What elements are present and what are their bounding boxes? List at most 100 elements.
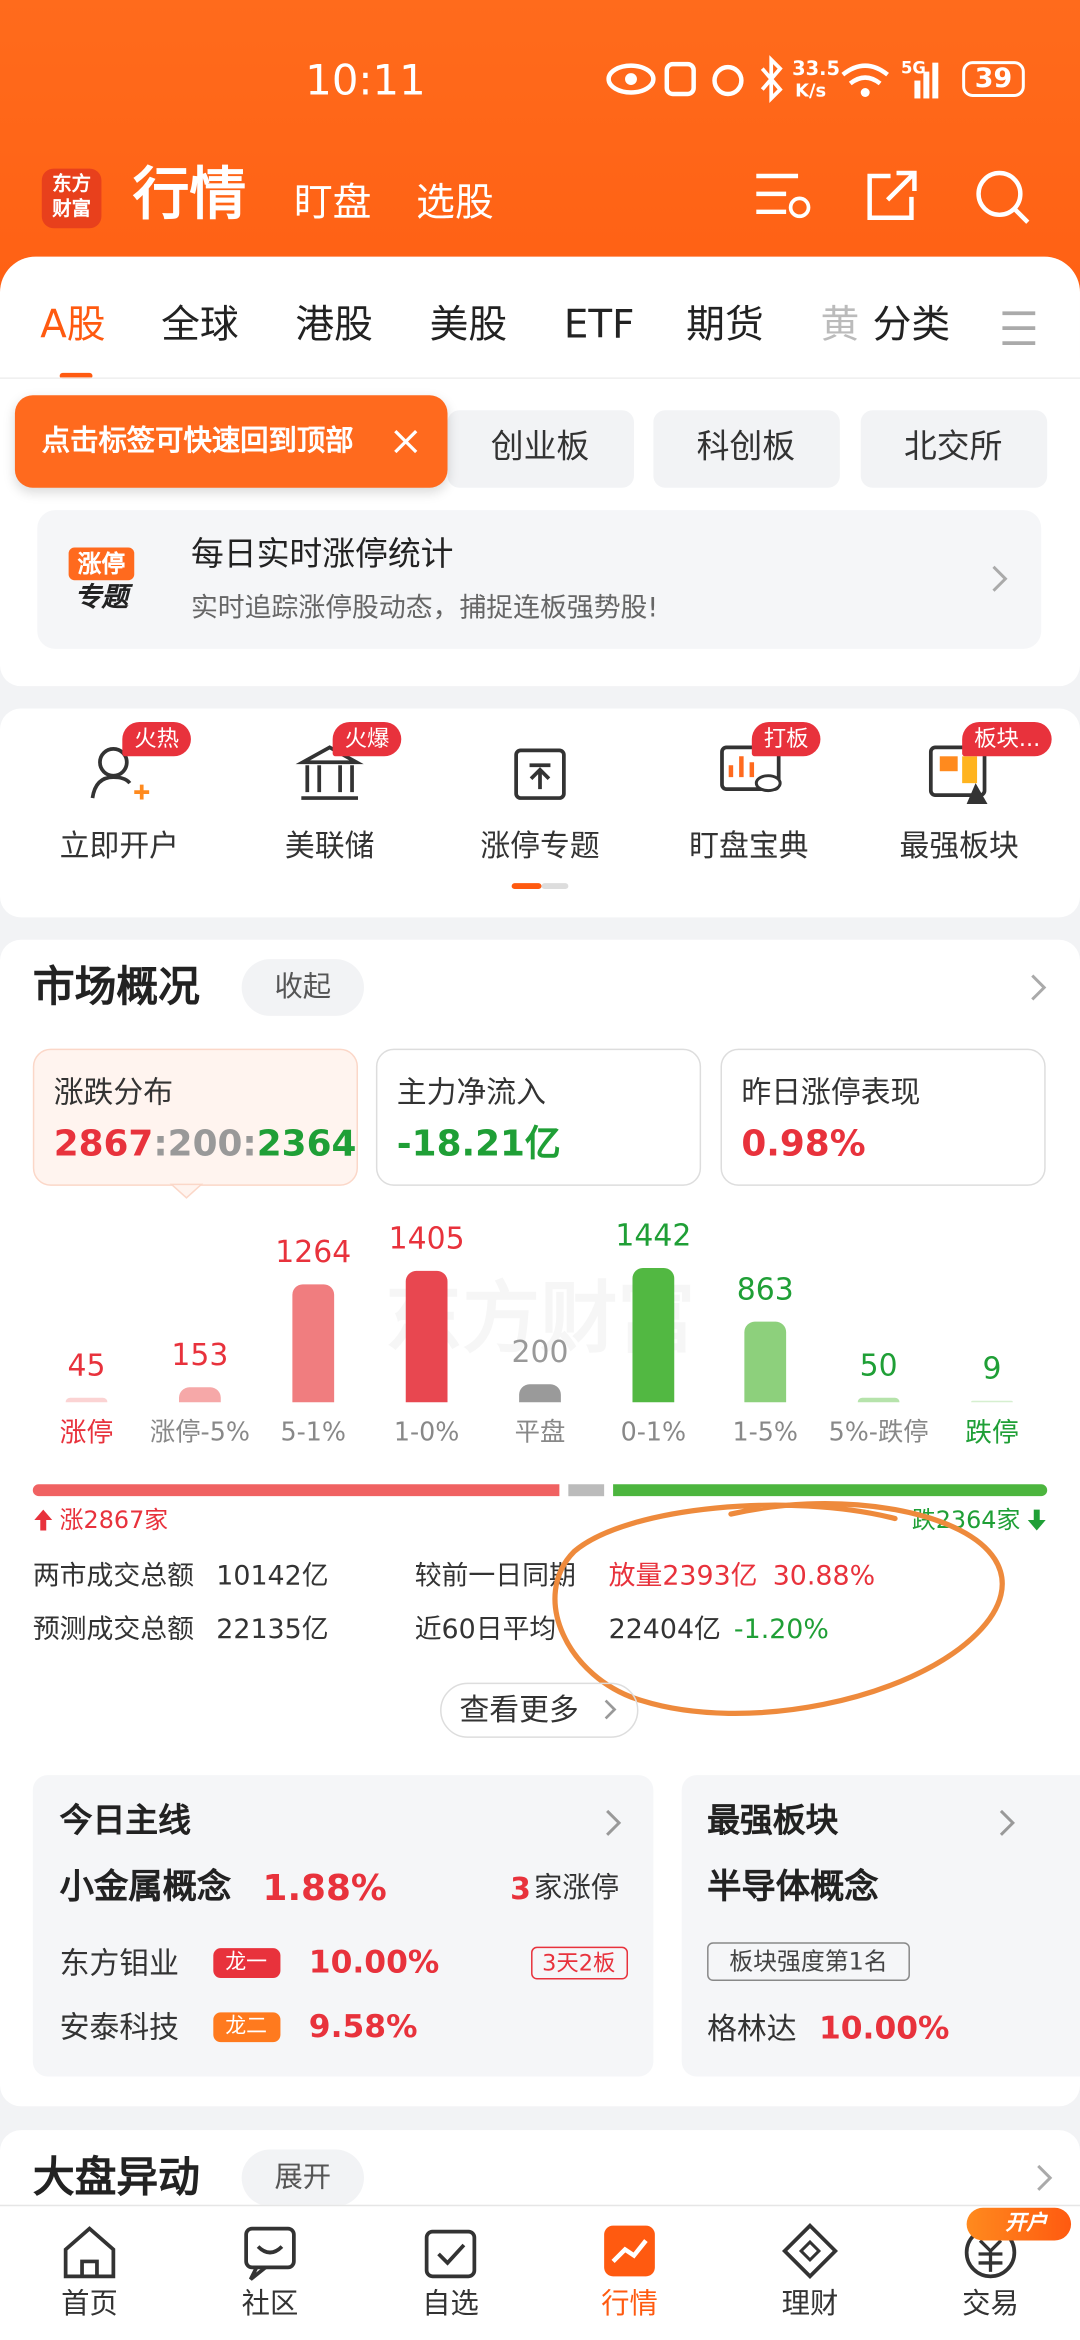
mainline-card[interactable] xyxy=(32,1775,654,2077)
bar-value-label: 863 xyxy=(736,1271,794,1307)
nav-item[interactable]: 交易 xyxy=(962,2287,1019,2321)
distribution-bar xyxy=(405,1271,448,1403)
leader-tag-text: 龙二 xyxy=(225,2014,268,2039)
compare-value: 放量2393亿 xyxy=(608,1560,758,1592)
bar-category-label: 0-1% xyxy=(620,1418,687,1449)
market-tab[interactable]: 港股 xyxy=(295,303,373,349)
header-icons[interactable] xyxy=(753,167,1036,227)
chevron xyxy=(999,1809,1015,1836)
card-value: -18.21亿 xyxy=(396,1122,561,1165)
sub-tab-label[interactable]: 北交所 xyxy=(903,429,1003,467)
market-tab[interactable]: A股 xyxy=(40,303,106,349)
banner-badge-text: 涨停 xyxy=(77,549,126,578)
bar-value-label: 1264 xyxy=(275,1233,352,1270)
distribution-bar xyxy=(179,1387,221,1403)
compare-value: 22404亿 xyxy=(608,1614,721,1646)
chevron[interactable] xyxy=(1029,973,1047,1003)
shortcut-label[interactable]: 涨停专题 xyxy=(480,827,600,864)
chevron[interactable] xyxy=(1035,2163,1053,2193)
strongest-card[interactable] xyxy=(681,1775,1080,2077)
stock-change: 9.58% xyxy=(308,2008,418,2045)
bar-value-label: 1442 xyxy=(615,1217,692,1254)
banner[interactable] xyxy=(37,510,1042,649)
shortcut-label[interactable]: 美联储 xyxy=(284,827,375,864)
leader-tag xyxy=(213,2012,281,2043)
shortcut-badge: 火爆 xyxy=(332,721,402,757)
market-tab[interactable]: 分类 xyxy=(872,303,951,349)
card-title: 主力净流入 xyxy=(396,1074,546,1110)
sub-tab[interactable] xyxy=(860,410,1048,488)
nav-item[interactable]: 行情 xyxy=(601,2287,658,2321)
shortcut-badge: 火热 xyxy=(122,721,191,757)
bottom-nav xyxy=(0,2204,1080,2340)
rank-tag xyxy=(707,1942,910,1981)
bar-value-label: 50 xyxy=(859,1346,898,1383)
clock: 10:11 xyxy=(305,55,426,105)
market-tab[interactable]: 期货 xyxy=(686,303,764,349)
shortcut-label[interactable]: 盯盘宝典 xyxy=(689,827,809,864)
header-tab[interactable]: 选股 xyxy=(416,181,494,226)
more-button[interactable] xyxy=(440,1682,639,1738)
header-tab[interactable]: 行情 xyxy=(132,161,247,228)
bar-category-label: 涨停 xyxy=(59,1417,114,1449)
stat-label: 两市成交总额 xyxy=(32,1560,194,1592)
nav-item[interactable]: 社区 xyxy=(241,2287,299,2321)
market-tab[interactable]: 黄 xyxy=(820,303,860,349)
bar-category-label: 5-1% xyxy=(280,1418,347,1449)
logo-text: 财富 xyxy=(52,198,92,222)
nav-badge-text[interactable]: 开户 xyxy=(1005,2211,1048,2236)
nav-badge[interactable] xyxy=(966,2207,1072,2241)
tab-menu-icon[interactable] xyxy=(999,309,1038,348)
stat-card[interactable] xyxy=(720,1048,1046,1186)
card-value: 2867:200:2364 xyxy=(54,1123,357,1166)
toggle-button[interactable] xyxy=(241,959,364,1016)
toggle-button[interactable] xyxy=(241,2149,364,2207)
more-label[interactable]: 查看更多 xyxy=(459,1691,579,1728)
streak-text: 3天2板 xyxy=(542,1949,616,1977)
banner-badge-text: 专题 xyxy=(74,582,129,614)
tooltip-close[interactable] xyxy=(394,429,418,454)
shortcut-label[interactable]: 立即开户 xyxy=(59,827,180,864)
sub-tab-label[interactable]: 创业板 xyxy=(490,429,590,467)
banner-subtitle: 实时追踪涨停股动态，捕捉连板强势股! xyxy=(190,592,659,624)
banner-badge xyxy=(68,547,135,581)
nav-item[interactable]: 自选 xyxy=(422,2287,479,2321)
network-type: 5G xyxy=(900,58,926,79)
sub-tab[interactable] xyxy=(447,410,634,488)
card-pointer xyxy=(169,1183,204,1199)
nav-item[interactable]: 首页 xyxy=(61,2287,118,2321)
up-arrow xyxy=(34,1509,53,1531)
nav-item[interactable]: 理财 xyxy=(781,2287,839,2321)
limit-count: 3 xyxy=(510,1870,531,1907)
tooltip-text: 点击标签可快速回到顶部 xyxy=(41,424,354,458)
stat-card[interactable] xyxy=(32,1048,359,1186)
distribution-bar xyxy=(65,1398,108,1403)
card-title: 涨跌分布 xyxy=(53,1074,174,1110)
up-total: 涨2867家 xyxy=(59,1505,169,1535)
tooltip[interactable] xyxy=(14,395,448,488)
sub-tab-label[interactable]: 科创板 xyxy=(696,429,796,467)
bar-category-label: 跌停 xyxy=(965,1417,1019,1449)
stat-label: 预测成交总额 xyxy=(32,1614,194,1646)
header-tab[interactable]: 盯盘 xyxy=(293,181,372,226)
shortcut-label[interactable]: 最强板块 xyxy=(899,827,1019,864)
logo-text: 东方 xyxy=(52,173,92,196)
market-tab[interactable]: ETF xyxy=(563,303,635,349)
limit-text: 家涨停 xyxy=(534,1871,620,1905)
stock-change: 10.00% xyxy=(818,2009,950,2046)
leader-tag-text: 龙一 xyxy=(225,1950,268,1975)
stat-card[interactable] xyxy=(375,1048,702,1186)
market-tab[interactable]: 全球 xyxy=(161,303,239,349)
toggle-label[interactable]: 展开 xyxy=(274,2160,332,2194)
divider xyxy=(0,377,1080,379)
separator: : xyxy=(242,1122,257,1165)
card-value: 0.98% xyxy=(741,1122,866,1165)
concept-name: 半导体概念 xyxy=(707,1867,879,1907)
market-tab[interactable]: 美股 xyxy=(429,303,508,349)
ratio-flat xyxy=(567,1484,605,1497)
sub-tab[interactable] xyxy=(653,410,840,488)
toggle-label[interactable]: 收起 xyxy=(274,970,332,1004)
distribution-bar xyxy=(744,1321,787,1403)
down-arrow xyxy=(1027,1509,1046,1531)
